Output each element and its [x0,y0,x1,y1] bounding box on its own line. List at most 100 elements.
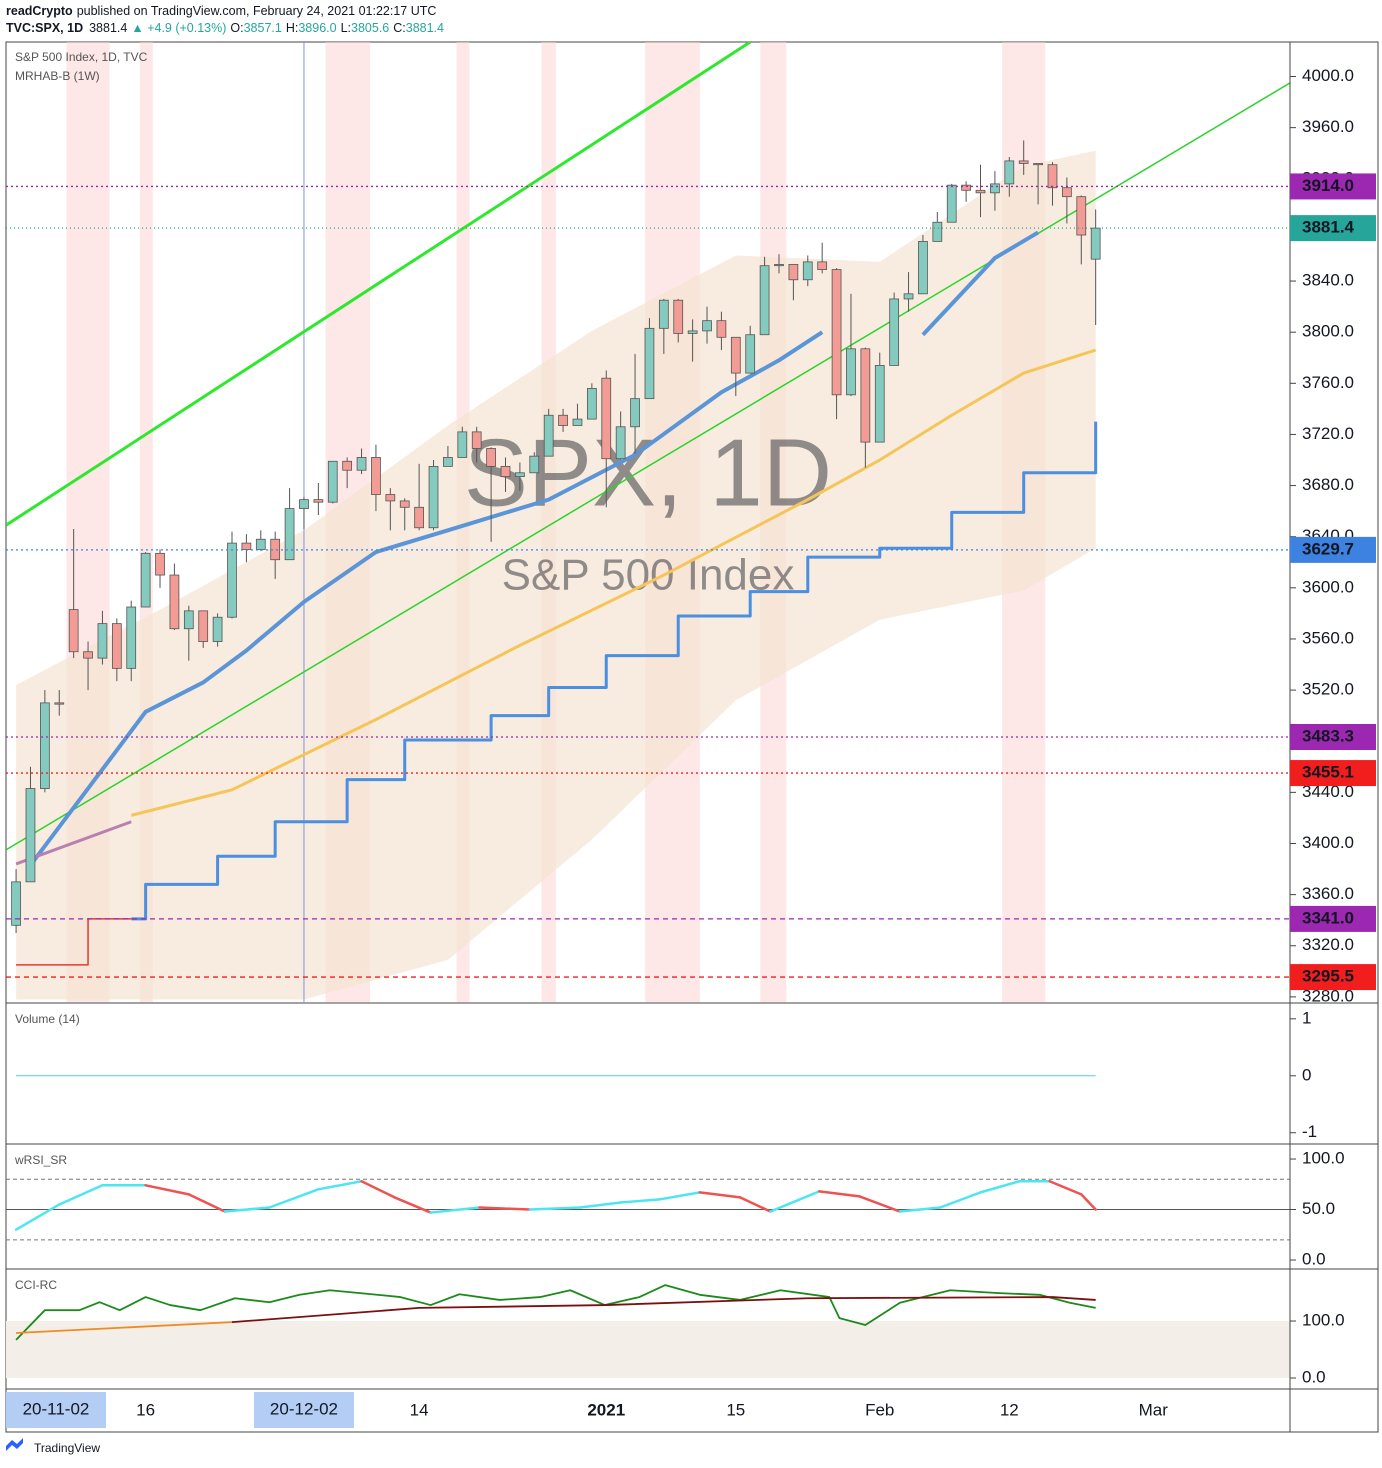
candle-body [975,189,986,194]
candle-body [932,221,943,242]
candle-body [658,299,669,329]
candle-body [1062,187,1072,198]
candle-body [11,881,21,926]
series-segment [360,1180,396,1199]
candle-body [1076,196,1087,236]
x-tick-label: 2021 [587,1400,625,1419]
candle-body [918,241,928,295]
series-segment [818,1190,861,1198]
ohlc-value: 3896.0 [298,21,336,35]
y-tick-label: 100.0 [1302,1311,1345,1330]
candle-body [140,552,151,608]
candle-body [126,606,137,669]
series-segment [738,1196,772,1213]
series-segment [429,1206,481,1214]
candle-body [1004,160,1015,185]
candle-body [889,298,900,366]
x-tick-label: 16 [136,1400,155,1419]
ohlc-value: 3805.6 [351,21,389,35]
pane-title: wRSI_SR [14,1153,67,1167]
candle-body [615,426,626,460]
candle-body [630,398,640,428]
envelope-band [16,150,1096,1000]
candle-body [270,538,281,561]
pane-title: S&P 500 Index, 1D, TVC [15,50,148,64]
series-segment [14,1203,61,1231]
candle-body [874,365,885,443]
ohlc-value: 3881.4 [406,21,444,35]
candle-body [40,702,50,789]
candle-body [97,623,108,659]
candle-body [831,269,842,396]
watermark-subtitle: S&P 500 Index [502,551,795,600]
y-tick-label: -1 [1302,1122,1317,1141]
candle-body [241,542,252,550]
series-line [16,1321,233,1334]
series-segment [393,1196,432,1214]
axes: 3280.03320.03360.03400.03440.03480.03520… [6,42,1378,1432]
ohlc-label: O: [230,21,243,35]
candle-body [342,460,353,471]
candle-body [227,542,237,618]
price-label-bg [1290,173,1376,200]
y-tick-label: 50.0 [1302,1199,1335,1218]
y-tick-label: 3960.0 [1302,117,1354,136]
price-label-bg [1290,760,1376,787]
y-tick-label: 0.0 [1302,1250,1326,1269]
series-line [6,82,1290,851]
candle-body [313,499,324,503]
candle-body [471,431,482,449]
y-tick-label: 3280.0 [1302,986,1354,1005]
price-label: 3341.0 [1302,908,1354,927]
candle-body [428,465,439,529]
candle-body [774,264,784,267]
price-label-bg [1290,724,1376,751]
y-tick-label: 0.0 [1302,1368,1326,1387]
candle-body [817,261,828,270]
candle-body [961,184,971,191]
crosshair-label-bg [253,1392,354,1428]
candle-body [327,460,338,503]
candle-body [385,494,396,502]
candle-body [399,500,410,508]
x-tick-label: Feb [865,1400,894,1419]
price-label-bg [1290,215,1376,242]
last-price: 3881.4 [89,21,127,35]
candle-body [702,320,712,332]
candle-body [486,448,496,467]
candle-body [1018,160,1029,164]
candle-body [25,788,36,883]
candle-body [601,377,612,460]
candle-body [990,183,1000,194]
candle-body [759,265,770,336]
candle-body [946,184,957,223]
crosshair-label: 20-12-02 [270,1399,338,1418]
pane-title: CCI-RC [15,1278,57,1292]
zone [6,1321,1290,1379]
y-tick-label: 3600.0 [1302,577,1354,596]
y-tick-label: 3440.0 [1302,782,1354,801]
y-tick-label: 3680.0 [1302,475,1354,494]
series-segment [579,1201,622,1209]
candle-body [255,538,266,550]
candle-body [515,472,525,478]
series-line [16,918,132,966]
series-segment [858,1195,902,1213]
candle-body [212,616,223,642]
candle-body [500,465,511,478]
pane [6,1178,1290,1241]
price-label-bg [1290,964,1376,991]
y-tick-label: 3320.0 [1302,935,1354,954]
candle-body [745,334,756,374]
candle-body [54,702,65,705]
crosshair-label: 20-11-02 [23,1399,90,1418]
candle-body [414,506,424,529]
candle-body [299,499,309,509]
series-line [231,1296,1096,1324]
candle-body [1047,164,1058,189]
series-segment [1048,1180,1083,1196]
series-segment [938,1191,982,1209]
candle-body [68,609,79,653]
candle-body [644,327,655,400]
